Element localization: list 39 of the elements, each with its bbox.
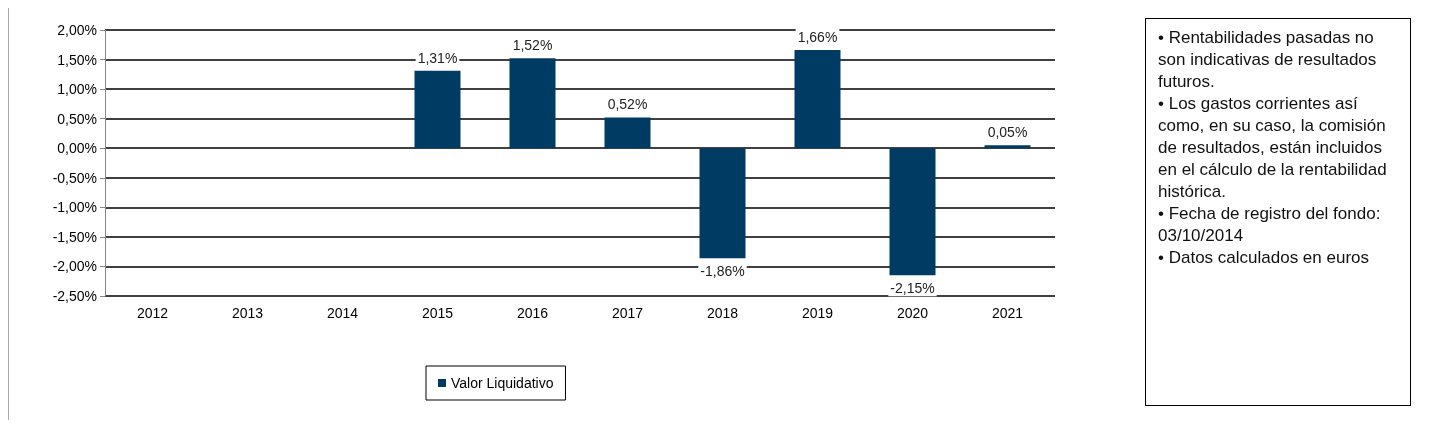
x-tick-label: 2017 (611, 305, 644, 321)
bar (604, 117, 651, 149)
y-tick-label: -1,00% (52, 199, 97, 216)
x-tick-label: 2014 (326, 305, 359, 321)
x-tick-label: 2018 (706, 305, 739, 321)
y-tick-label: 1,00% (57, 81, 97, 98)
x-tick-label: 2012 (136, 305, 169, 321)
data-label: 1,31% (417, 49, 458, 66)
text: • Rentabilidades pasadas no son indicativas de resultados futuros. (1158, 27, 1378, 93)
x-tick-label: 2021 (991, 305, 1024, 321)
bar (984, 145, 1031, 149)
x-tick-label: 2019 (801, 305, 834, 321)
y-tick-label: 0,50% (57, 110, 97, 127)
y-tick-label: -2,50% (52, 288, 97, 304)
x-tick-label: 2013 (231, 305, 264, 321)
text: • Los gastos corrientes así como, en su caso, la comisión de resultados, están incluidos en el cálculo de la rentabilidad histórica. (1158, 93, 1388, 203)
bar (509, 58, 556, 149)
data-label: 1,66% (797, 29, 838, 46)
x-tick-label: 2015 (421, 305, 454, 321)
data-label: 0,52% (607, 96, 648, 113)
data-label: -2,15% (890, 280, 935, 297)
y-tick-label: 1,50% (57, 51, 97, 68)
x-tick-label: 2016 (516, 305, 549, 321)
x-tick-label: 2020 (896, 305, 929, 321)
data-label: 1,52% (512, 37, 553, 54)
y-tick-label: -2,00% (52, 258, 97, 275)
bar (794, 50, 841, 149)
bar (889, 148, 936, 276)
y-tick-label: 2,00% (57, 22, 97, 38)
bar (414, 70, 461, 149)
data-label: -1,86% (700, 263, 745, 280)
y-tick-label: 0,00% (57, 140, 97, 157)
legend-label: Valor Liquidativo (451, 375, 554, 391)
bar (699, 148, 746, 259)
y-tick-label: -1,50% (52, 228, 97, 245)
text: • Datos calculados en euros (1158, 247, 1370, 269)
y-tick-label: -0,50% (52, 169, 97, 186)
data-label: 0,05% (987, 124, 1028, 141)
text: • Fecha de registro del fondo: 03/10/2014 (1158, 203, 1382, 247)
